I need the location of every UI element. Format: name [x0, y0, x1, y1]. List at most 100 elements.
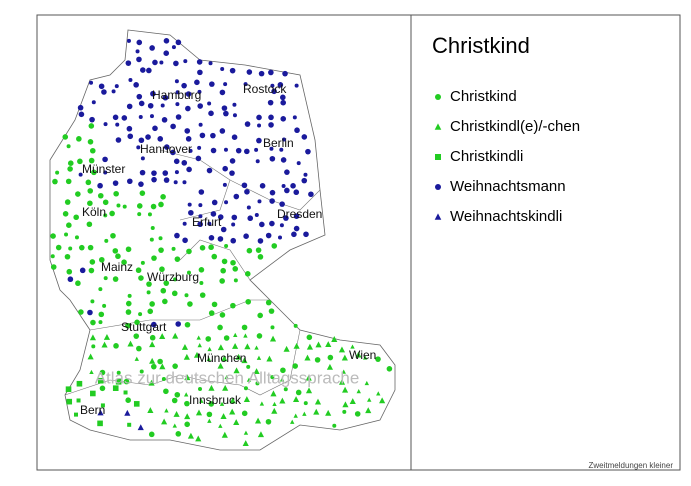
map-dot — [199, 292, 206, 298]
map-dot — [146, 281, 152, 287]
map-dot — [97, 377, 104, 384]
map-dot — [116, 370, 121, 375]
map-dot — [161, 418, 168, 425]
map-dot — [66, 268, 73, 275]
map-dot — [303, 231, 309, 238]
map-dot — [140, 67, 146, 73]
map-dot — [88, 267, 95, 274]
map-dot — [291, 231, 297, 238]
map-dot — [283, 215, 289, 221]
map-dot — [147, 102, 154, 109]
map-dot — [186, 166, 192, 173]
map-dot — [341, 354, 348, 361]
map-dot — [112, 248, 119, 254]
map-dot — [66, 398, 73, 405]
map-dot — [98, 320, 103, 325]
map-dot — [269, 146, 274, 151]
map-dot — [294, 127, 300, 134]
map-dot — [254, 345, 259, 350]
map-dot — [266, 355, 273, 362]
map-dot — [187, 202, 192, 207]
map-dot — [199, 245, 206, 251]
map-dot — [91, 169, 97, 176]
map-dot — [349, 398, 356, 405]
map-dot — [76, 136, 82, 142]
map-dot — [269, 189, 276, 196]
map-dot — [89, 334, 97, 341]
legend-label: Weihnachtskindli — [450, 208, 562, 225]
map-dot — [163, 38, 170, 44]
map-dot — [73, 214, 79, 221]
map-dot — [186, 270, 191, 275]
map-dot — [303, 401, 308, 406]
map-dot — [267, 99, 274, 106]
map-dot — [152, 59, 158, 66]
map-dot — [181, 160, 188, 166]
map-dot — [220, 226, 227, 233]
map-dot — [219, 89, 226, 96]
map-dot — [150, 203, 157, 210]
map-dot — [173, 60, 179, 67]
map-dot — [140, 156, 145, 161]
map-dot — [268, 69, 274, 76]
map-dot — [124, 409, 131, 416]
map-dot — [74, 235, 79, 240]
map-dot — [102, 156, 108, 163]
map-dot — [138, 137, 145, 144]
map-dot — [232, 102, 237, 107]
map-dot — [146, 67, 152, 74]
map-dot — [325, 341, 332, 347]
map-dot — [174, 170, 179, 175]
map-dot — [98, 311, 105, 318]
map-dot — [158, 236, 163, 241]
map-dot — [293, 342, 300, 349]
map-dot — [229, 170, 235, 176]
map-dot — [279, 147, 284, 152]
map-dot — [221, 105, 228, 111]
map-dot — [103, 170, 108, 175]
map-dot — [301, 134, 308, 140]
map-dot — [66, 222, 72, 229]
map-dot — [198, 267, 205, 273]
map-dot — [159, 266, 165, 273]
city-label: München — [197, 351, 246, 365]
map-dot — [174, 79, 179, 84]
map-dot — [246, 69, 253, 75]
map-dot — [217, 324, 223, 331]
map-dot — [85, 179, 92, 186]
map-dot — [292, 115, 297, 120]
map-dot — [219, 128, 226, 134]
map-dot — [122, 204, 127, 209]
map-dot — [184, 421, 190, 428]
map-dot — [208, 110, 214, 117]
map-dot — [233, 419, 240, 425]
map-dot — [233, 193, 240, 200]
map-dot — [270, 83, 275, 88]
city-label: Berlin — [263, 136, 294, 150]
map-dot — [195, 155, 202, 162]
map-dot — [217, 344, 224, 351]
map-dot — [199, 398, 204, 403]
map-dot — [87, 139, 94, 145]
map-dot — [67, 160, 74, 167]
map-dot — [185, 105, 191, 112]
map-dot — [125, 246, 132, 253]
map-dot — [98, 83, 105, 90]
border — [159, 149, 231, 221]
map-dot — [74, 412, 79, 417]
map-dot — [342, 386, 349, 393]
map-dot — [78, 244, 85, 251]
map-dot — [280, 367, 286, 374]
map-dot — [244, 343, 251, 350]
map-dot — [135, 49, 140, 54]
city-label: Hamburg — [152, 88, 201, 102]
map-dot — [163, 177, 170, 183]
legend-marker — [435, 94, 441, 100]
map-dot — [75, 280, 81, 287]
map-dot — [206, 411, 213, 418]
map-dot — [181, 82, 187, 89]
map-dot — [243, 82, 248, 87]
map-dot — [87, 244, 94, 251]
map-dot — [283, 345, 290, 352]
legend-label: Weihnachtsmann — [450, 178, 566, 195]
